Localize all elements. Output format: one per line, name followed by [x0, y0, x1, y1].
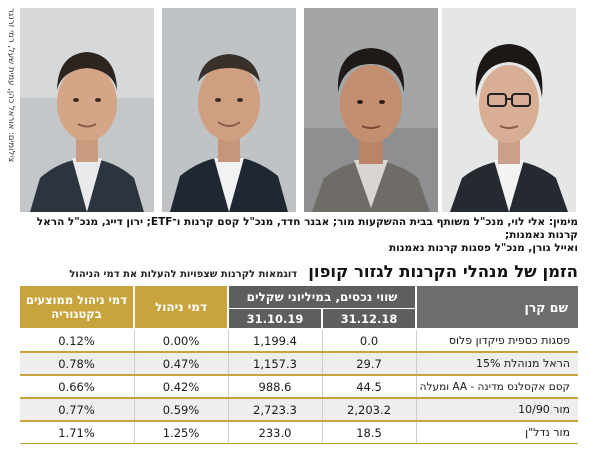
header-avg-fee: דמי ניהול ממוצעים בקטגוריה [20, 286, 133, 328]
column-divider [134, 330, 135, 444]
caption-line-2: ואייל גורן, מנכ"ל פסגות קרנות נאמנות [388, 242, 578, 254]
header-mgmt-fee: דמי ניהול [135, 286, 227, 328]
cell-avg-fee: 0.66% [58, 379, 95, 394]
cell-fee: 0.59% [162, 402, 200, 417]
caption-line-1: מימין: אלי לוי, מנכ"ל משותף בבית ההשקעות… [36, 216, 578, 241]
cell-fund-name: פסגות כספית פיקדון פלוס [448, 334, 570, 347]
cell-assets-2019: 2,723.3 [253, 402, 297, 417]
cell-fund-name: קסם אקסלנס מדינה - AA ומעלה [419, 380, 570, 393]
cell-assets-2019: 1,199.4 [253, 333, 297, 348]
cell-avg-fee: 0.12% [58, 333, 95, 348]
row-divider [20, 374, 578, 376]
portrait-yaron-dayag [162, 8, 296, 212]
photo-credit: צילומים: אוראל כהן, עמית שעל, רמי זרנגר [6, 8, 16, 163]
row-divider [20, 351, 578, 353]
cell-avg-fee: 0.77% [58, 402, 95, 417]
table-row-bg [20, 376, 578, 397]
header-fund-name: שם קרן [417, 286, 578, 328]
table-row-bg [20, 422, 578, 443]
column-divider [416, 330, 417, 444]
row-divider [20, 443, 578, 444]
cell-fund-name: מור נדל"ן [525, 426, 570, 439]
table-row-bg [20, 353, 578, 374]
column-divider [228, 330, 229, 444]
table-row-bg [20, 399, 578, 420]
column-divider [322, 330, 323, 444]
cell-assets-2018: 2,203.2 [347, 402, 391, 417]
portrait-avner-hadad [304, 8, 438, 212]
portrait-strip [20, 8, 576, 212]
cell-fee: 0.42% [162, 379, 200, 394]
header-date-2019: 31.10.19 [229, 309, 321, 328]
cell-fund-name: הראל מנוהלת 15% [476, 357, 570, 370]
photo-caption: מימין: אלי לוי, מנכ"ל משותף בבית ההשקעות… [20, 216, 578, 255]
header-date-2018: 31.12.18 [323, 309, 415, 328]
cell-assets-2019: 1,157.3 [253, 356, 297, 371]
row-divider [20, 420, 578, 422]
cell-fund-name: מור 10/90 [518, 403, 570, 416]
funds-table: דמי ניהול ממוצעים בקטגוריה דמי ניהול שוו… [20, 286, 578, 444]
portrait-eli-levi [442, 8, 576, 212]
cell-avg-fee: 0.78% [58, 356, 95, 371]
header-assets-group: שווי נכסים, במיליוני שקלים [229, 286, 415, 308]
cell-assets-2018: 29.7 [356, 356, 382, 371]
table-row-bg [20, 330, 578, 351]
cell-fee: 0.00% [162, 333, 200, 348]
cell-assets-2018: 44.5 [356, 379, 382, 394]
table-title-row: הזמן של מנהלי הקרנות לגזור קופון דוגמאות… [20, 262, 578, 281]
cell-avg-fee: 1.71% [58, 425, 95, 440]
cell-assets-2018: 18.5 [356, 425, 382, 440]
cell-fee: 0.47% [162, 356, 200, 371]
row-divider [20, 397, 578, 399]
table-title: הזמן של מנהלי הקרנות לגזור קופון [308, 262, 578, 281]
cell-fee: 1.25% [162, 425, 200, 440]
cell-assets-2019: 988.6 [258, 379, 292, 394]
portrait-eyal-goren [20, 8, 154, 212]
cell-assets-2018: 0.0 [359, 333, 379, 348]
table-subtitle: דוגמאות לקרנות שצפויות להעלות את דמי הני… [69, 269, 298, 280]
cell-assets-2019: 233.0 [258, 425, 292, 440]
